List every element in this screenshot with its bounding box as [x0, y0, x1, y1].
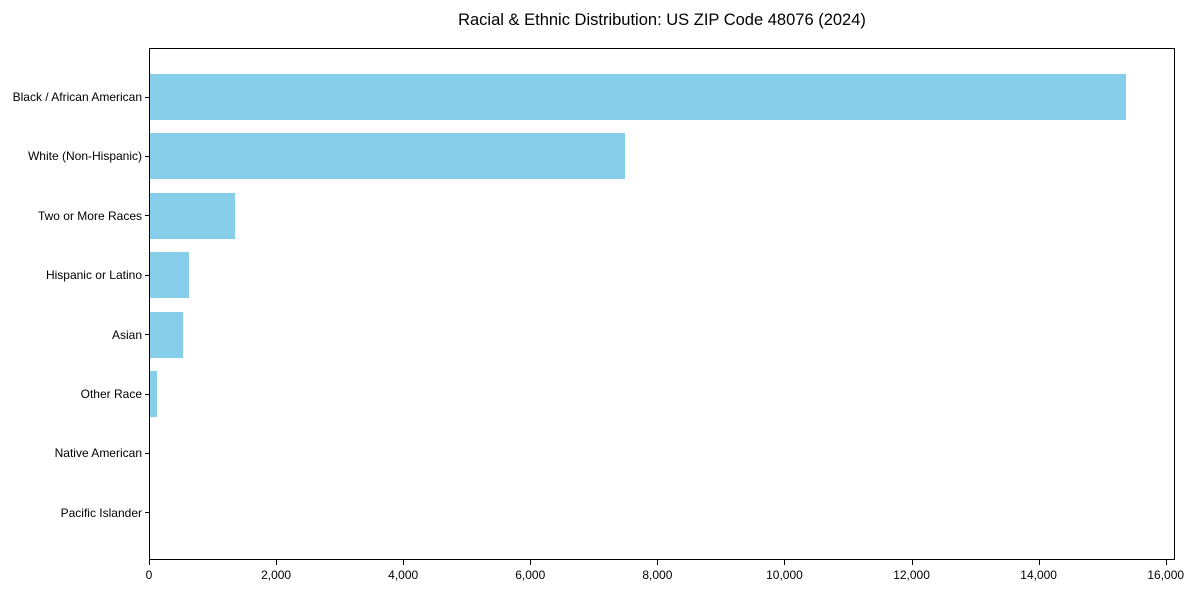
x-tick-mark — [784, 560, 786, 565]
y-tick-label: Native American — [54, 446, 142, 461]
bar — [150, 311, 183, 358]
y-tick-mark — [145, 155, 149, 157]
bar — [150, 371, 157, 417]
x-tick-label: 0 — [145, 568, 153, 582]
y-tick-label: Pacific Islander — [60, 505, 142, 520]
x-tick-mark — [1165, 560, 1167, 565]
x-tick-label: 14,000 — [1020, 568, 1057, 582]
x-tick-mark — [657, 560, 659, 565]
y-tick-label: Two or More Races — [37, 208, 142, 223]
x-tick-label: 6,000 — [515, 568, 546, 582]
x-tick-mark — [530, 560, 532, 565]
y-tick-label: Black / African American — [12, 90, 142, 104]
x-tick-label: 4,000 — [388, 568, 419, 582]
y-tick-mark — [145, 274, 149, 276]
bar — [150, 74, 1126, 120]
y-tick-label: Asian — [111, 327, 142, 342]
bar — [150, 252, 189, 299]
x-tick-mark — [1038, 560, 1040, 565]
plot-area — [149, 48, 1175, 560]
x-tick-label: 16,000 — [1147, 568, 1185, 582]
y-tick-label: Other Race — [80, 387, 142, 401]
chart-title: Racial & Ethnic Distribution: US ZIP Cod… — [458, 11, 866, 29]
y-tick-mark — [145, 452, 149, 454]
y-tick-label: Hispanic or Latino — [45, 268, 142, 283]
x-tick-label: 12,000 — [893, 568, 930, 582]
bar — [150, 133, 625, 180]
y-tick-label: White (Non-Hispanic) — [27, 149, 142, 164]
y-tick-mark — [145, 96, 149, 98]
x-tick-label: 8,000 — [642, 568, 673, 582]
y-tick-mark — [145, 393, 149, 395]
y-tick-mark — [145, 215, 149, 217]
x-tick-mark — [276, 560, 278, 565]
x-tick-mark — [911, 560, 913, 565]
bar — [150, 192, 235, 239]
y-tick-mark — [145, 512, 149, 514]
x-tick-mark — [403, 560, 405, 565]
y-tick-mark — [145, 334, 149, 336]
x-tick-label: 2,000 — [261, 568, 292, 582]
x-tick-mark — [149, 560, 150, 565]
x-tick-label: 10,000 — [766, 568, 803, 582]
